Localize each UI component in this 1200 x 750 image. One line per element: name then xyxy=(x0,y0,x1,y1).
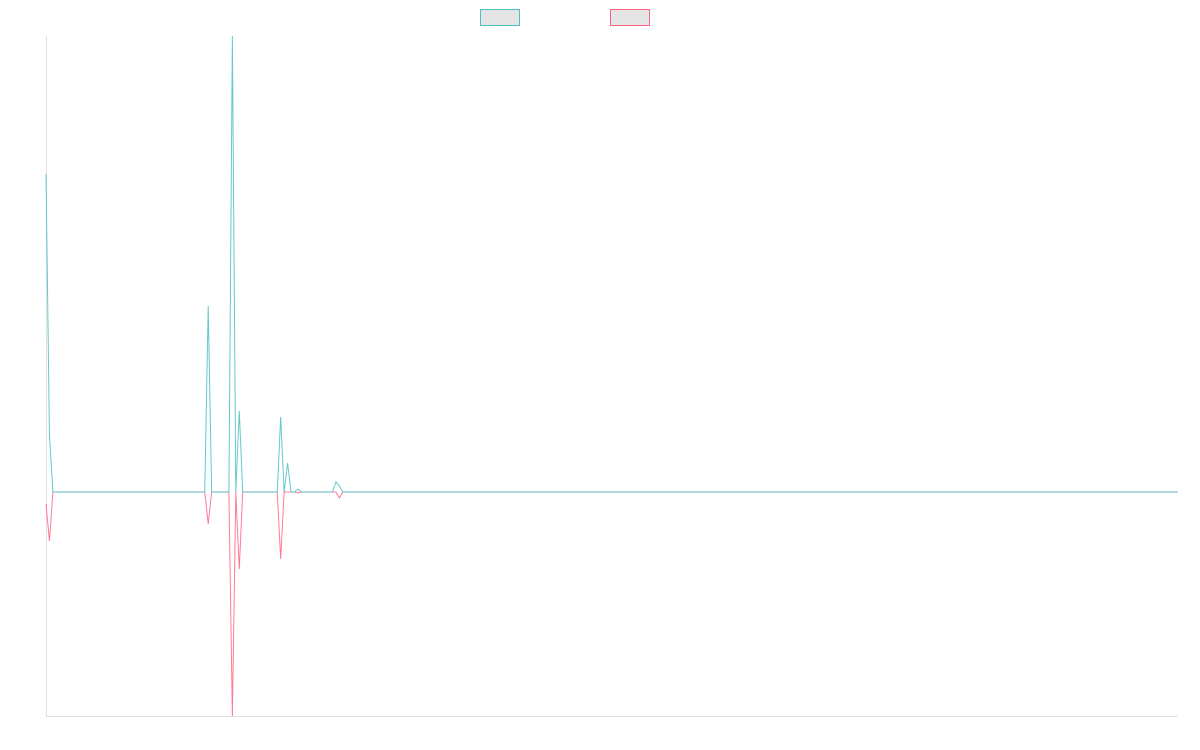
series-line-1 xyxy=(45,35,1178,493)
series-layer xyxy=(45,35,1178,717)
series-line-2 xyxy=(45,491,1178,717)
legend-swatch-teal xyxy=(480,9,520,26)
chart-legend xyxy=(480,9,656,26)
legend-swatch-pink xyxy=(610,9,650,26)
legend-item-series-1[interactable] xyxy=(480,9,526,26)
legend-item-series-2[interactable] xyxy=(610,9,656,26)
